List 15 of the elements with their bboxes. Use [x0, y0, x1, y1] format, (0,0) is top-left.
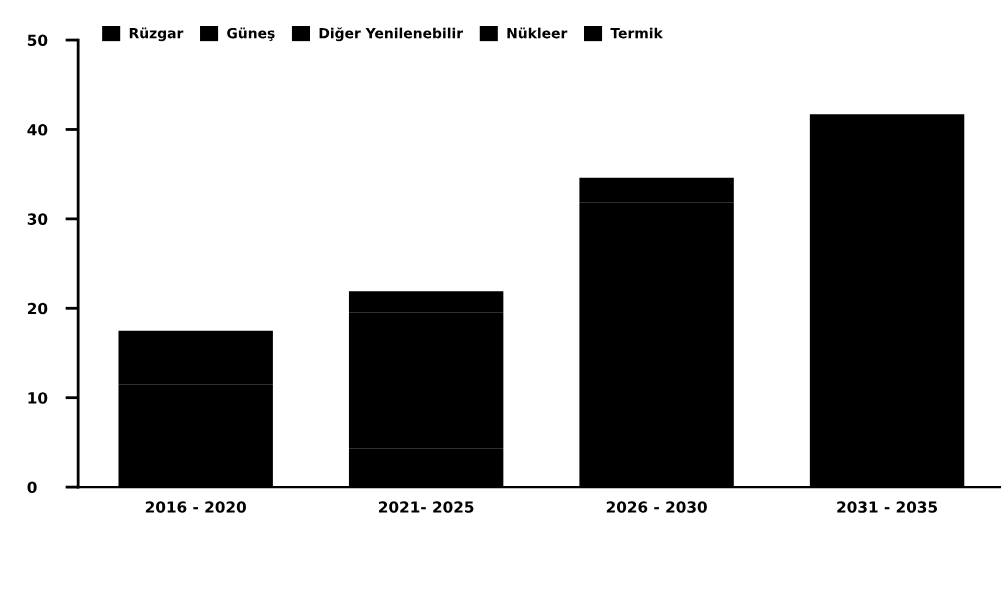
y-tick-label: 0	[27, 481, 37, 494]
legend-label: Rüzgar	[129, 27, 184, 42]
y-tick-label: 10	[28, 392, 48, 404]
legend-label: Güneş	[227, 27, 275, 41]
y-tick-label: 40	[27, 123, 48, 136]
legend-label: Nükleer	[507, 27, 568, 39]
x-tick-label: 2021- 2025	[379, 501, 474, 513]
y-tick-label: 50	[27, 34, 48, 47]
legend-label: Diğer Yenilenebilir	[319, 27, 464, 42]
x-tick-label: 2031 - 2035	[837, 501, 938, 513]
y-tick-label: 20	[27, 302, 48, 315]
y-tick-label: 30	[27, 213, 48, 225]
x-tick-label: 2026 - 2030	[606, 501, 707, 513]
x-tick-label: 2016 - 2020	[145, 501, 246, 513]
legend-label: Termik	[610, 27, 664, 39]
